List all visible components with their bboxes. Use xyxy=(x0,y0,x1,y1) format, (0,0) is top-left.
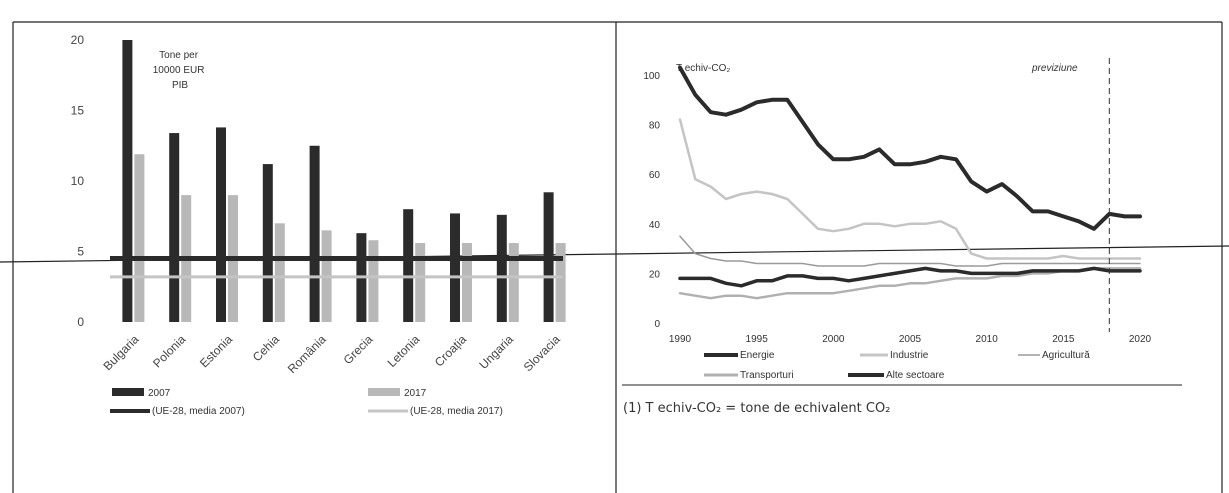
bar-title-line-3: PIB xyxy=(172,80,188,91)
line-y-tick-5: 100 xyxy=(643,71,660,82)
bar-2007-6 xyxy=(403,209,414,322)
footnote-text: (1) T echiv-CO₂ = tone de echivalent CO₂ xyxy=(623,401,890,416)
line-series-2 xyxy=(679,235,1141,267)
line-series-0 xyxy=(678,65,1142,231)
bar-2007-2 xyxy=(216,127,226,322)
bar-2017-8 xyxy=(508,243,519,322)
bar-2017-0 xyxy=(134,154,145,322)
line-y-tick-4: 80 xyxy=(649,121,661,132)
bar-legend: 2007 2017 (UE-28, media 2007) (UE-28, me… xyxy=(110,388,503,417)
line-x-tick-1: 1995 xyxy=(746,334,769,345)
line-x-tick-0: 1990 xyxy=(669,334,692,345)
line-y-axis-ticks: 0 20 40 60 80 100 xyxy=(643,71,660,330)
legend-label-agricultura: Agricultură xyxy=(1042,350,1090,361)
bar-2007-0 xyxy=(122,40,133,322)
bar-x-axis-tick-labels: Bulgaria Polonia Estonia Cehia România Grecia… xyxy=(100,332,562,376)
bar-chart: 0 5 10 15 20 Bulgaria Polonia Estonia Cehia Româ… xyxy=(71,33,566,417)
bar-x-tick-2: Estonia xyxy=(197,332,235,370)
line-y-tick-0: 0 xyxy=(654,319,660,330)
bar-y-tick-4: 20 xyxy=(71,33,85,47)
legend-swatch-2007 xyxy=(112,388,144,396)
legend-label-2017: 2017 xyxy=(404,388,427,399)
bar-y-tick-1: 5 xyxy=(77,245,84,259)
legend-swatch-2017 xyxy=(368,388,400,396)
bar-x-tick-8: Ungaria xyxy=(476,332,516,372)
bar-x-tick-0: Bulgaria xyxy=(100,332,141,373)
bar-title-line-1: Tone per xyxy=(159,50,199,61)
bar-x-tick-4: România xyxy=(285,332,329,376)
bar-2007-7 xyxy=(450,213,460,322)
bar-x-tick-1: Polonia xyxy=(150,332,188,370)
bar-title-line-2: 10000 EUR xyxy=(153,65,205,76)
bar-2017-5 xyxy=(368,240,379,322)
line-y-tick-1: 20 xyxy=(649,269,661,280)
legend-label-alte-sectoare: Alte sectoare xyxy=(886,370,945,381)
line-x-tick-2: 2000 xyxy=(822,334,845,345)
bar-2007-4 xyxy=(309,145,320,322)
legend-label-energie: Energie xyxy=(740,350,775,361)
bar-series-group xyxy=(122,40,566,322)
bar-x-tick-5: Grecia xyxy=(341,332,376,367)
bar-2007-1 xyxy=(169,133,180,322)
bar-y-tick-0: 0 xyxy=(77,315,84,329)
line-legend: Energie Industrie Agricultură Transportu… xyxy=(704,350,1090,381)
bar-2017-9 xyxy=(555,243,566,322)
bar-2017-7 xyxy=(462,243,472,322)
bar-x-tick-7: Croația xyxy=(432,332,469,369)
line-y-unit-label: T echiv-CO₂ xyxy=(676,63,730,74)
bar-y-tick-2: 10 xyxy=(71,174,85,188)
bar-2007-8 xyxy=(496,214,507,322)
bar-reference-lines xyxy=(110,256,563,279)
line-x-tick-4: 2010 xyxy=(976,334,999,345)
legend-label-transporturi: Transporturi xyxy=(740,370,794,381)
line-series-1 xyxy=(678,118,1142,260)
bar-2017-6 xyxy=(415,243,426,322)
line-x-axis-ticks: 1990 1995 2000 2005 2010 2015 2020 xyxy=(669,334,1152,345)
bar-x-tick-6: Letonia xyxy=(385,332,423,370)
legend-label-industrie: Industrie xyxy=(890,350,929,361)
legend-label-2007: 2007 xyxy=(148,388,171,399)
bar-2017-3 xyxy=(274,223,285,322)
bar-chart-title: Tone per 10000 EUR PIB xyxy=(153,50,207,91)
legend-label-ue-2007: (UE-28, media 2007) xyxy=(152,406,245,417)
line-y-tick-3: 60 xyxy=(649,170,661,181)
bar-y-axis-ticks: 0 5 10 15 20 xyxy=(71,33,85,329)
line-x-tick-5: 2015 xyxy=(1052,334,1075,345)
line-series-group xyxy=(678,65,1142,300)
line-series-4 xyxy=(678,266,1142,288)
line-y-tick-2: 40 xyxy=(649,220,661,231)
line-x-tick-6: 2020 xyxy=(1129,334,1152,345)
bar-x-tick-9: Slovacia xyxy=(521,332,563,374)
legend-label-ue-2017: (UE-28, media 2017) xyxy=(410,406,503,417)
bar-2007-3 xyxy=(262,164,273,322)
line-chart: 0 20 40 60 80 100 1990 1995 2000 2005 2010 2015 202… xyxy=(622,58,1182,416)
line-x-tick-3: 2005 xyxy=(899,334,922,345)
bar-y-tick-3: 15 xyxy=(71,104,85,118)
forecast-annotation: previziune xyxy=(1031,63,1078,74)
bar-x-tick-3: Cehia xyxy=(250,332,282,364)
